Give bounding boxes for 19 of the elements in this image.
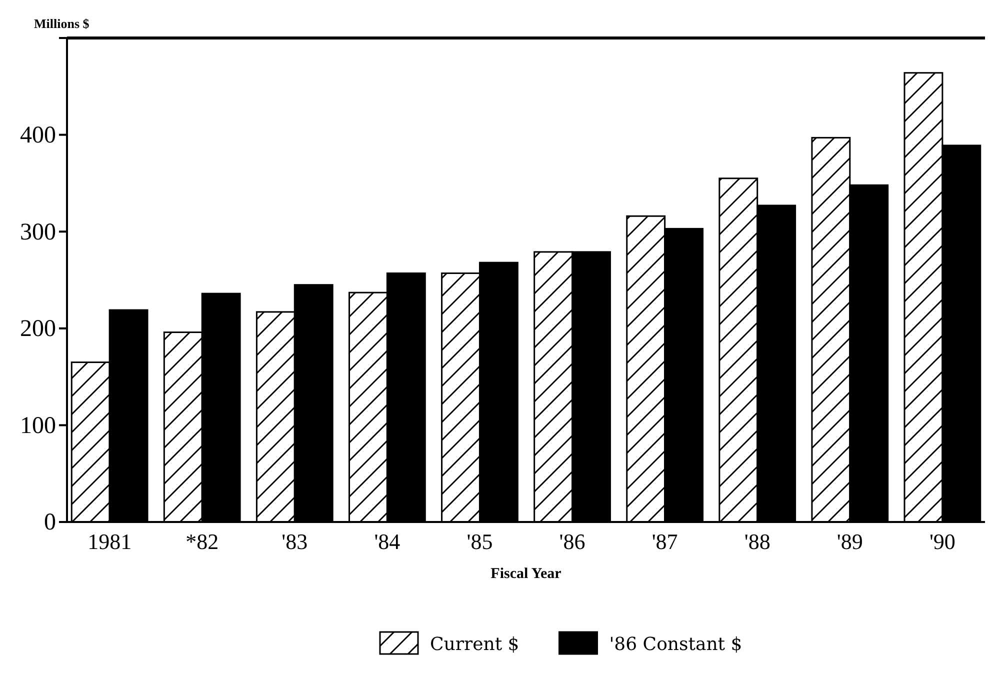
x-tick-label: '85	[466, 529, 493, 554]
y-tick-label: 0	[44, 510, 56, 536]
x-axis-title: Fiscal Year	[490, 566, 562, 582]
legend-label: Current $	[430, 634, 520, 655]
y-tick-label: 200	[20, 316, 56, 342]
y-tick-label: 100	[20, 412, 56, 439]
x-tick-label: '89	[836, 529, 863, 554]
x-tick-label: *82	[186, 529, 219, 554]
x-tick-label: 1981	[88, 529, 132, 554]
x-tick-label: '90	[929, 529, 956, 554]
y-tick-label: 300	[20, 219, 56, 246]
y-tick-label: 400	[20, 122, 56, 148]
x-tick-label: '87	[652, 529, 678, 554]
y-axis-title: Millions $	[34, 16, 90, 31]
legend-label: '86 Constant $	[609, 634, 742, 655]
x-tick-label: '88	[744, 529, 770, 554]
x-tick-label: '84	[374, 529, 400, 554]
x-tick-label: '83	[282, 529, 308, 554]
x-tick-label: '86	[559, 529, 586, 554]
